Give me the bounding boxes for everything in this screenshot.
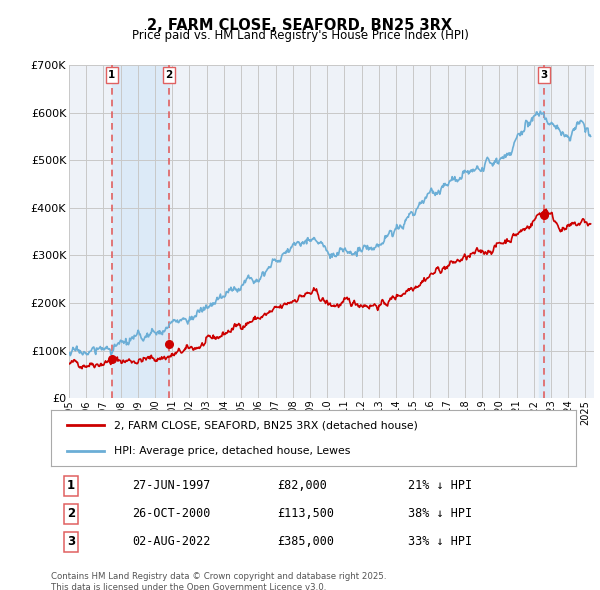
- Text: 2, FARM CLOSE, SEAFORD, BN25 3RX: 2, FARM CLOSE, SEAFORD, BN25 3RX: [148, 18, 452, 32]
- Text: 21% ↓ HPI: 21% ↓ HPI: [408, 480, 472, 493]
- Text: 3: 3: [67, 535, 75, 548]
- Text: 1: 1: [67, 480, 75, 493]
- Text: 2: 2: [166, 70, 173, 80]
- Text: 02-AUG-2022: 02-AUG-2022: [133, 535, 211, 548]
- Text: £385,000: £385,000: [277, 535, 334, 548]
- Text: 2: 2: [67, 507, 75, 520]
- Text: Price paid vs. HM Land Registry's House Price Index (HPI): Price paid vs. HM Land Registry's House …: [131, 30, 469, 42]
- Text: 26-OCT-2000: 26-OCT-2000: [133, 507, 211, 520]
- Bar: [112, 65, 169, 398]
- Text: £82,000: £82,000: [277, 480, 326, 493]
- Text: HPI: Average price, detached house, Lewes: HPI: Average price, detached house, Lewe…: [114, 446, 350, 456]
- Text: 33% ↓ HPI: 33% ↓ HPI: [408, 535, 472, 548]
- Text: £113,500: £113,500: [277, 507, 334, 520]
- Text: Contains HM Land Registry data © Crown copyright and database right 2025.
This d: Contains HM Land Registry data © Crown c…: [51, 572, 386, 590]
- Bar: [539, 65, 549, 398]
- Text: 38% ↓ HPI: 38% ↓ HPI: [408, 507, 472, 520]
- Text: 1: 1: [108, 70, 115, 80]
- Text: 2, FARM CLOSE, SEAFORD, BN25 3RX (detached house): 2, FARM CLOSE, SEAFORD, BN25 3RX (detach…: [114, 420, 418, 430]
- Text: 27-JUN-1997: 27-JUN-1997: [133, 480, 211, 493]
- Text: 3: 3: [540, 70, 548, 80]
